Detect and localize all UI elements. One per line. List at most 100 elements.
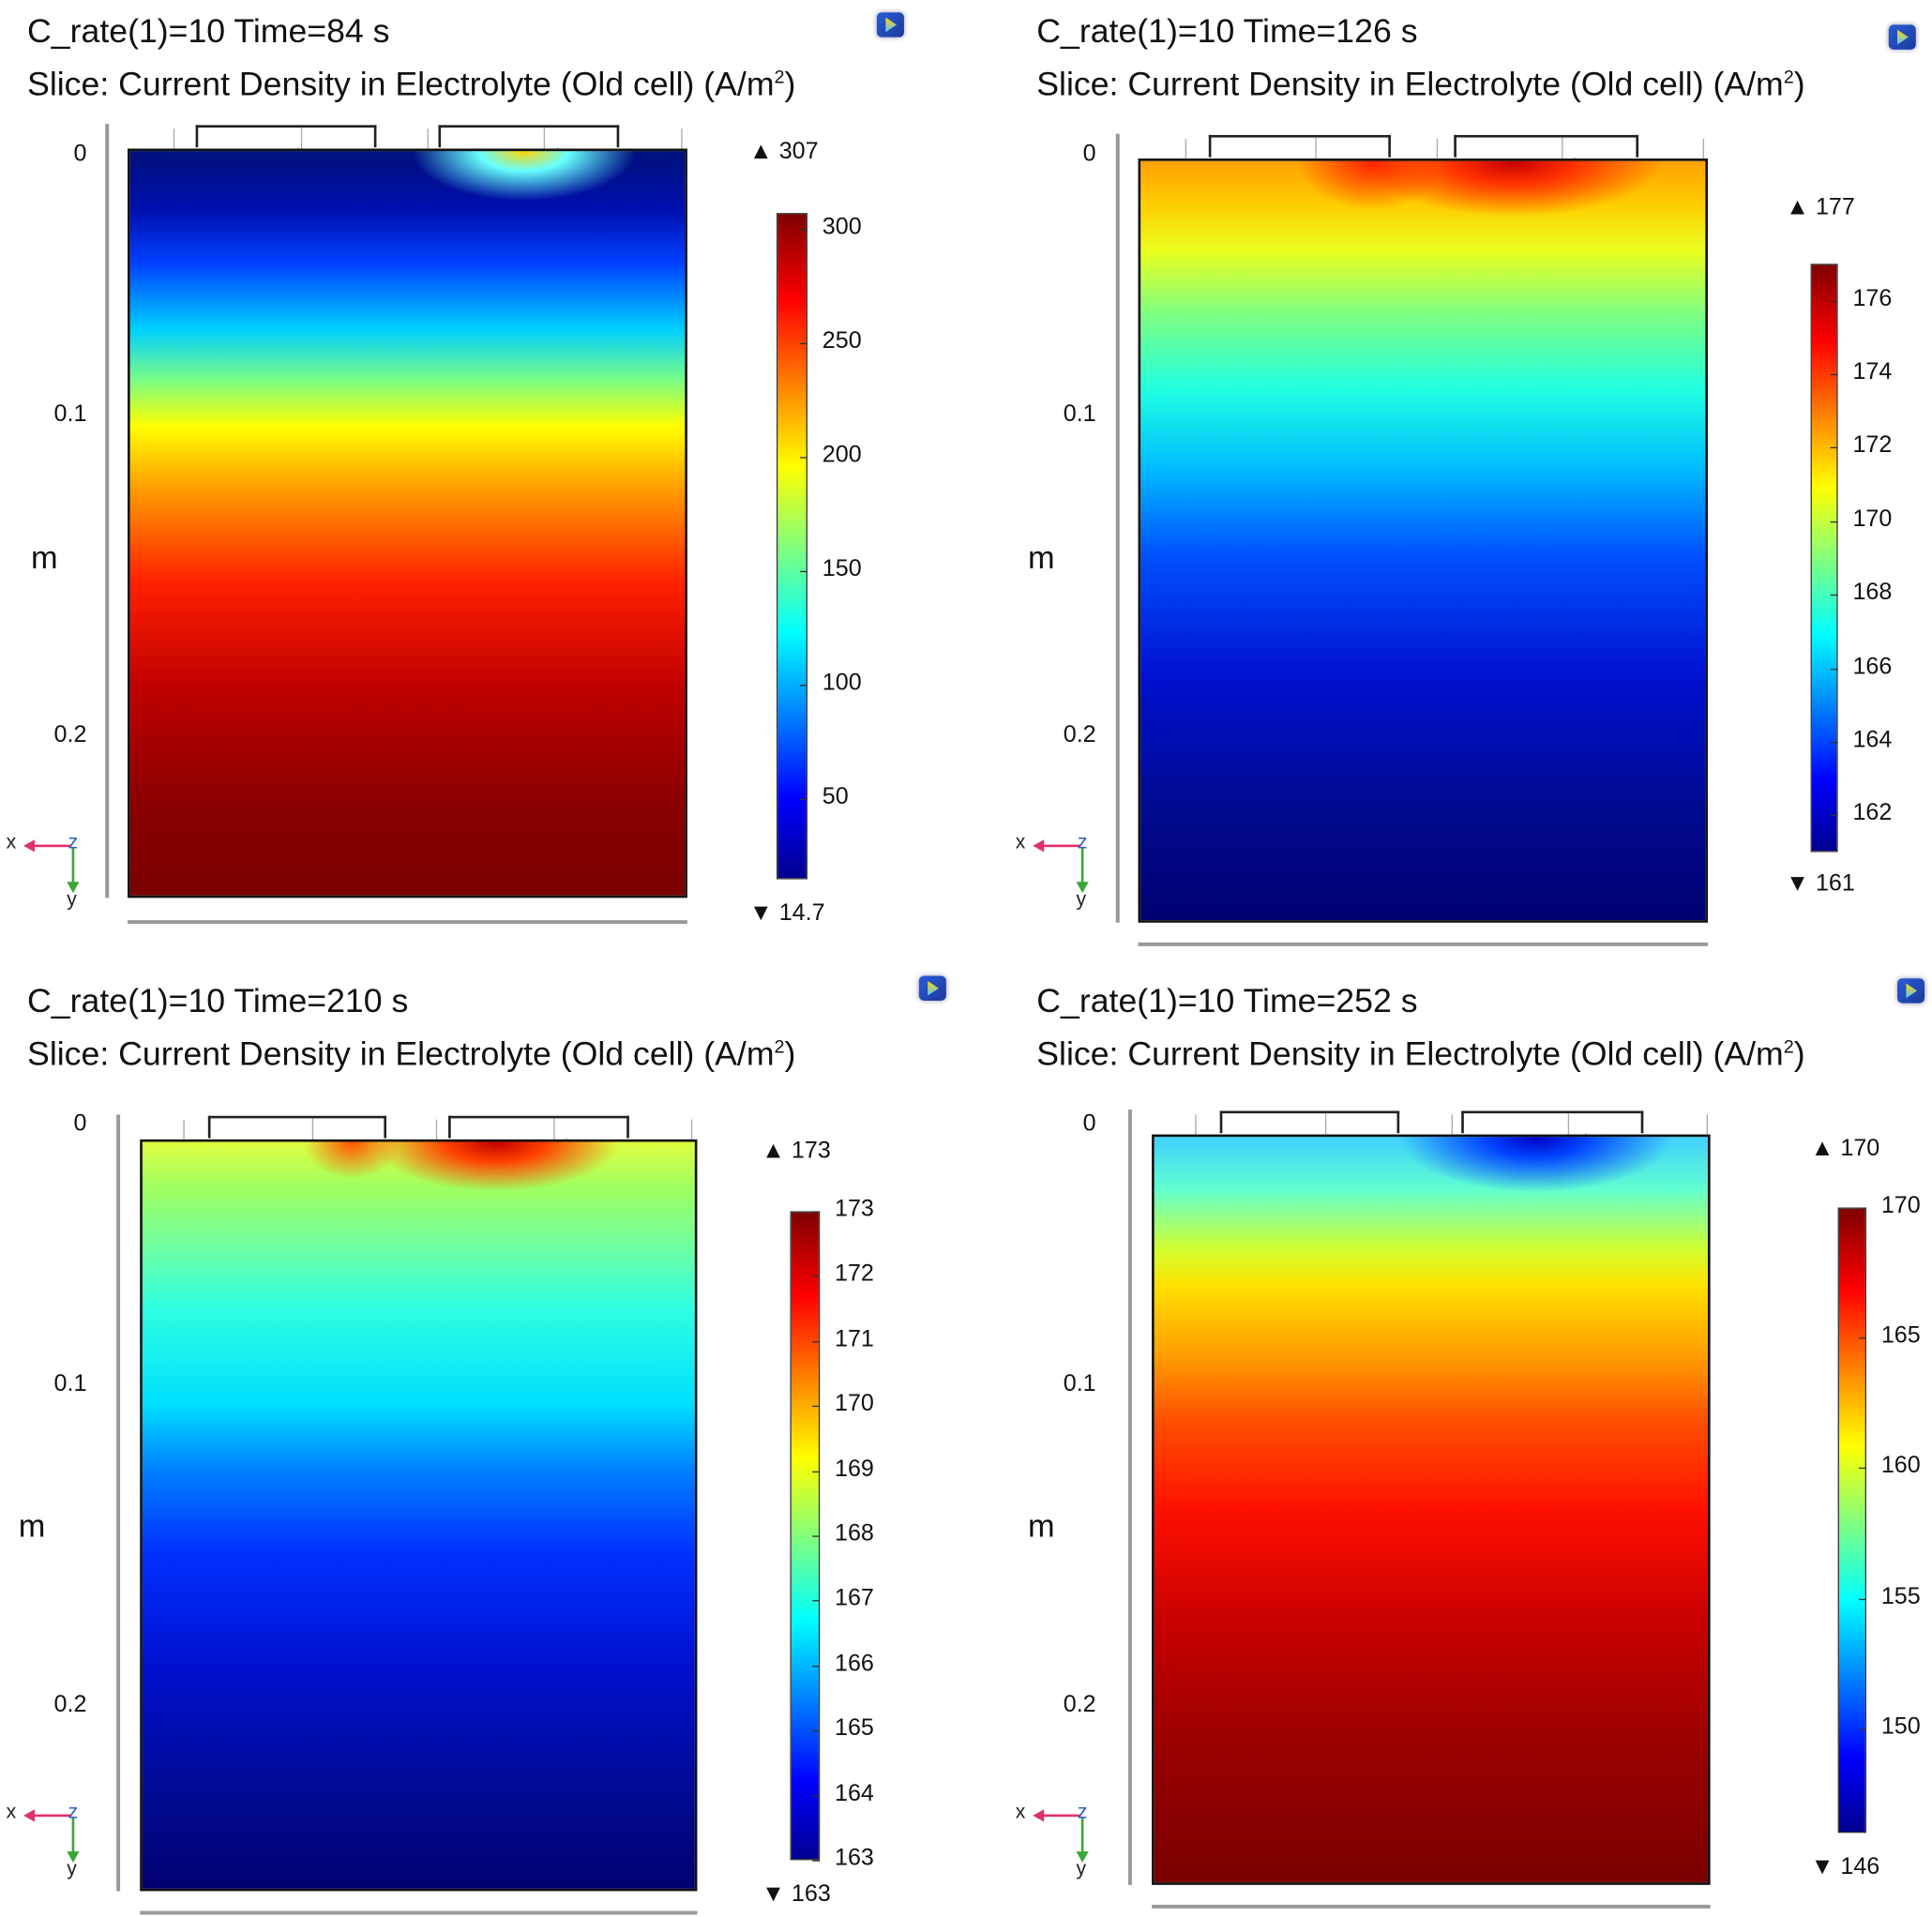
triad-x-label: x (1015, 1802, 1026, 1823)
current-density-field (128, 148, 687, 898)
y-axis-line (116, 1114, 121, 1892)
coordinate-triad: x z y (1015, 1802, 1102, 1880)
x-axis-arrow (1034, 1814, 1080, 1818)
y-axis-arrow (1080, 1817, 1084, 1857)
colorbar-tick-label: 162 (1852, 800, 1893, 827)
colorbar-tick-label: 250 (822, 327, 862, 355)
y-tick-label: 0.1 (1063, 400, 1096, 428)
colorbar (776, 213, 808, 880)
colorbar-tick-label: 155 (1880, 1583, 1921, 1610)
colorbar-tick-label: 170 (1852, 506, 1893, 533)
y-axis-line (1115, 133, 1120, 923)
y-tick-label: 0.1 (1063, 1370, 1096, 1397)
tab-divider (311, 1118, 314, 1141)
colorbar-tick (812, 1406, 821, 1408)
electrode-tab (1454, 134, 1639, 160)
y-axis-unit: m (18, 1507, 46, 1545)
x-tick-mark (1706, 1114, 1708, 1135)
title-line-2: Slice: Current Density in Electrolyte (O… (1036, 1024, 1804, 1078)
colorbar-tick (1830, 521, 1838, 523)
x-arrow-head (1033, 1809, 1045, 1822)
colorbar-tick (800, 570, 808, 573)
title-line-2: Slice: Current Density in Electrolyte (O… (27, 1024, 795, 1078)
colorbar-tick (1830, 300, 1838, 302)
colorbar-tick-label: 300 (822, 214, 862, 241)
colorbar-tick (800, 685, 808, 687)
title-text: Slice: Current Density in Electrolyte (O… (27, 1034, 775, 1073)
plot-title: C_rate(1)=10 Time=84 s Slice: Current Den… (27, 8, 795, 108)
colorbar-tick (812, 1340, 821, 1343)
x-tick-mark (183, 1119, 185, 1140)
triad-y-label: y (67, 1859, 77, 1880)
tab-divider (1567, 1113, 1569, 1136)
colorbar-tick-label: 166 (835, 1650, 874, 1677)
colorbar-tick (1859, 1207, 1866, 1209)
current-density-field (1152, 1134, 1711, 1885)
colorbar-tick (1859, 1468, 1866, 1470)
x-tick-mark (427, 128, 429, 149)
y-tick-label: 0.2 (1063, 721, 1096, 748)
current-density-field (1138, 158, 1708, 923)
plot-title: C_rate(1)=10 Time=126 s Slice: Current De… (1036, 8, 1804, 108)
y-tick-label: 0 (73, 1110, 87, 1138)
y-axis-line (105, 124, 110, 898)
colorbar-tick-label: 169 (835, 1456, 874, 1483)
colorbar-tick (812, 1795, 821, 1797)
x-axis-line (140, 1910, 698, 1915)
colorbar-tick (800, 798, 808, 801)
title-superscript: 2 (1783, 67, 1794, 88)
colorbar-tick (800, 342, 808, 344)
colorbar-tick-label: 200 (822, 442, 862, 469)
current-density-field (140, 1139, 698, 1892)
x-tick-mark (1451, 1114, 1453, 1135)
title-close: ) (1793, 1034, 1805, 1073)
title-close: ) (784, 65, 796, 103)
colorbar-tick (812, 1275, 821, 1277)
triad-z-label: z (1077, 832, 1088, 853)
title-line-2: Slice: Current Density in Electrolyte (O… (27, 54, 795, 108)
max-value-marker: ▲ 307 (748, 138, 819, 165)
colorbar-tick-label: 165 (1880, 1322, 1921, 1350)
colorbar-tick-label: 163 (835, 1845, 874, 1872)
y-tick-label: 0 (73, 141, 87, 168)
colorbar-tick (812, 1471, 821, 1472)
tab-divider (543, 128, 546, 150)
x-axis-line (128, 920, 687, 925)
comsol-logo-icon (918, 975, 946, 1001)
tab-divider (1315, 137, 1317, 160)
x-tick-mark (681, 128, 683, 149)
x-arrow-head (1033, 839, 1045, 853)
comsol-logo-icon (876, 12, 904, 38)
title-line-1: C_rate(1)=10 Time=126 s (1036, 12, 1418, 50)
colorbar-tick-label: 172 (1852, 432, 1893, 460)
triad-z-label: z (68, 1802, 79, 1823)
colorbar-tick (812, 1600, 821, 1602)
plot-title: C_rate(1)=10 Time=210 s Slice: Current De… (27, 977, 795, 1078)
x-axis-line (1152, 1904, 1711, 1909)
colorbar-tick-label: 165 (835, 1715, 874, 1742)
triad-y-label: y (67, 889, 77, 911)
title-text: Slice: Current Density in Electrolyte (O… (1036, 1034, 1784, 1073)
tab-divider (1324, 1113, 1326, 1136)
colorbar-tick (1830, 373, 1838, 376)
colorbar-tick (1830, 815, 1838, 817)
plot-title: C_rate(1)=10 Time=252 s Slice: Current De… (1036, 977, 1804, 1078)
colorbar-tick-label: 166 (1852, 653, 1893, 680)
electrode-tab (195, 125, 377, 150)
y-arrow-head (1076, 882, 1089, 894)
x-axis-line (1138, 942, 1708, 946)
triad-x-label: x (6, 832, 17, 853)
colorbar (1810, 264, 1838, 853)
title-line-1: C_rate(1)=10 Time=210 s (27, 982, 409, 1019)
colorbar (1837, 1207, 1866, 1834)
electrode-tab (1219, 1110, 1400, 1136)
colorbar-tick-label: 160 (1880, 1453, 1921, 1480)
colorbar-tick-label: 173 (835, 1196, 874, 1223)
colorbar-tick (800, 229, 808, 231)
max-value-marker: ▲ 173 (762, 1138, 831, 1165)
electrode-tab (1461, 1110, 1644, 1136)
tab-divider (301, 128, 303, 150)
electrode-tab (448, 1115, 629, 1141)
y-tick-label: 0 (1082, 141, 1096, 168)
colorbar-tick (812, 1729, 821, 1732)
